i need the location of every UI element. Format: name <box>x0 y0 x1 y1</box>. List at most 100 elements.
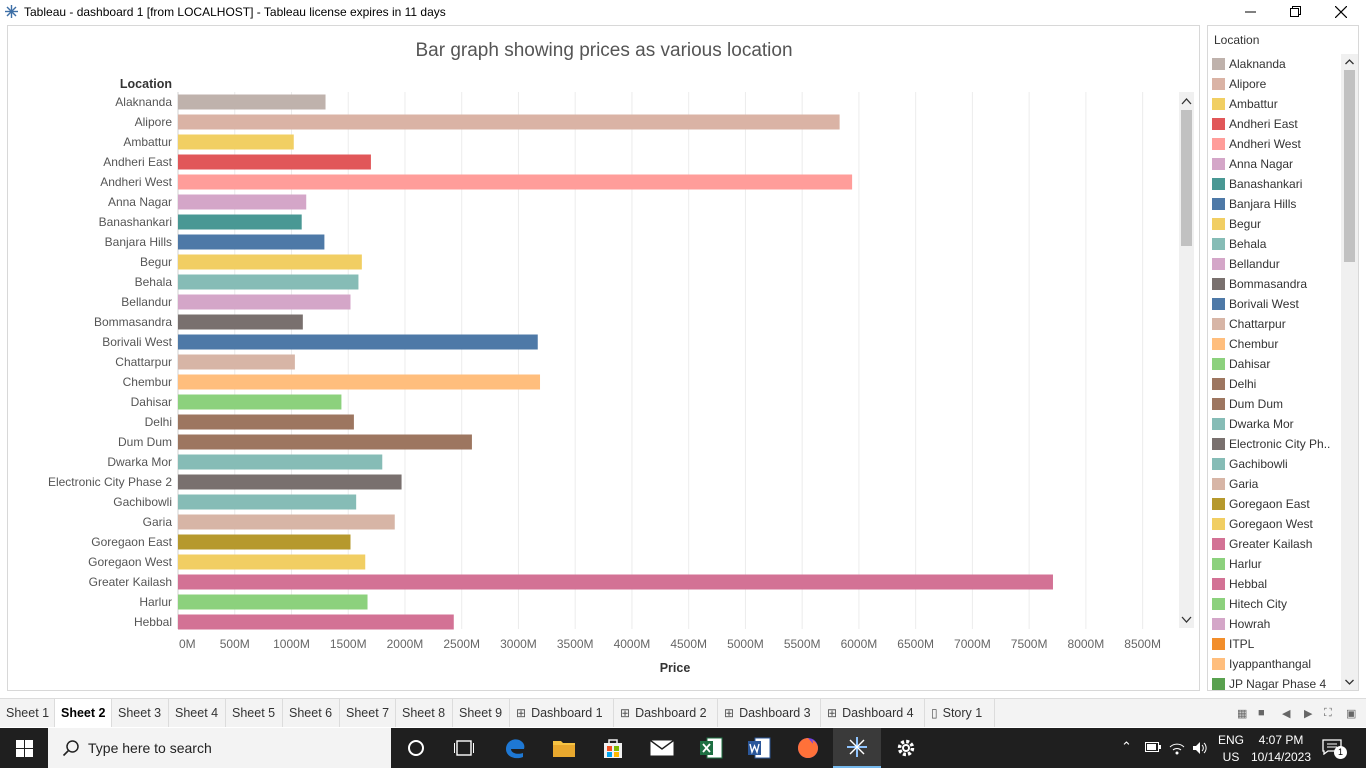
legend-item[interactable]: Banjara Hills <box>1208 194 1342 214</box>
close-button[interactable] <box>1318 0 1364 23</box>
legend-scrollbar[interactable] <box>1341 54 1358 690</box>
bar-bellandur[interactable] <box>178 295 350 310</box>
legend-item[interactable]: Greater Kailash <box>1208 534 1342 554</box>
bar-bommasandra[interactable] <box>178 315 303 330</box>
chart-scrollbar-thumb[interactable] <box>1181 110 1192 246</box>
row-label[interactable]: Andheri East <box>103 155 172 169</box>
tab-sheet-4[interactable]: Sheet 4 <box>169 699 226 727</box>
row-label[interactable]: Begur <box>140 255 172 269</box>
legend-item[interactable]: Andheri East <box>1208 114 1342 134</box>
taskbar-excel[interactable] <box>687 728 735 768</box>
bar-chembur[interactable] <box>178 375 540 390</box>
task-view-button[interactable] <box>440 728 488 768</box>
taskbar-settings[interactable] <box>882 728 930 768</box>
tab-scroll-left-icon[interactable]: ◀ <box>1282 707 1290 720</box>
bar-delhi[interactable] <box>178 415 354 430</box>
legend-scroll-down-icon[interactable] <box>1346 680 1354 684</box>
row-label[interactable]: Alaknanda <box>115 95 172 109</box>
tab-dashboard-2[interactable]: ⊞ Dashboard 2 <box>614 699 718 727</box>
taskbar-edge[interactable] <box>491 728 539 768</box>
legend-item[interactable]: Delhi <box>1208 374 1342 394</box>
row-label[interactable]: Banjara Hills <box>105 235 172 249</box>
taskbar-file-explorer[interactable] <box>540 728 588 768</box>
bar-electronic-city-phase-2[interactable] <box>178 475 402 490</box>
legend-item[interactable]: Banashankari <box>1208 174 1342 194</box>
taskbar-store[interactable] <box>589 728 637 768</box>
bar-garia[interactable] <box>178 515 395 530</box>
bar-begur[interactable] <box>178 255 362 270</box>
bar-gachibowli[interactable] <box>178 495 356 510</box>
row-label[interactable]: Garia <box>143 515 173 529</box>
tab-sheet-8[interactable]: Sheet 8 <box>396 699 453 727</box>
show-filmstrip-icon[interactable]: ▦ <box>1237 707 1247 720</box>
tab-sheet-6[interactable]: Sheet 6 <box>283 699 340 727</box>
tab-sheet-5[interactable]: Sheet 5 <box>226 699 283 727</box>
bar-dwarka-mor[interactable] <box>178 455 382 470</box>
legend-item[interactable]: Ambattur <box>1208 94 1342 114</box>
legend-item[interactable]: Hitech City <box>1208 594 1342 614</box>
legend-item[interactable]: Chembur <box>1208 334 1342 354</box>
bar-andheri-west[interactable] <box>178 175 852 190</box>
row-label[interactable]: Electronic City Phase 2 <box>48 475 172 489</box>
legend-item[interactable]: Alaknanda <box>1208 54 1342 74</box>
tab-scroll-right-icon[interactable]: ▶ <box>1304 707 1312 720</box>
legend-item[interactable]: Begur <box>1208 214 1342 234</box>
volume-icon[interactable] <box>1192 740 1208 756</box>
bar-anna-nagar[interactable] <box>178 195 306 210</box>
legend-item[interactable]: Alipore <box>1208 74 1342 94</box>
bar-goregaon-east[interactable] <box>178 535 350 550</box>
minimize-button[interactable] <box>1227 0 1273 23</box>
legend-item[interactable]: Garia <box>1208 474 1342 494</box>
tab-dashboard-4[interactable]: ⊞ Dashboard 4 <box>821 699 925 727</box>
legend-item[interactable]: Howrah <box>1208 614 1342 634</box>
row-label[interactable]: Hebbal <box>134 615 172 629</box>
legend-item[interactable]: Dahisar <box>1208 354 1342 374</box>
presentation-mode-icon[interactable]: ⛶ <box>1324 707 1332 720</box>
tab-dashboard-3[interactable]: ⊞ Dashboard 3 <box>718 699 821 727</box>
row-label[interactable]: Chattarpur <box>115 355 172 369</box>
legend-item[interactable]: Gachibowli <box>1208 454 1342 474</box>
battery-icon[interactable] <box>1145 742 1161 752</box>
legend-item[interactable]: ITPL <box>1208 634 1342 654</box>
legend-item[interactable]: Electronic City Ph.. <box>1208 434 1342 454</box>
row-label[interactable]: Borivali West <box>102 335 172 349</box>
legend-item[interactable]: Goregaon East <box>1208 494 1342 514</box>
tab-sheet-9[interactable]: Sheet 9 <box>453 699 510 727</box>
legend-item[interactable]: Iyappanthangal <box>1208 654 1342 674</box>
show-sheet-sorter-icon[interactable]: ■ <box>1258 707 1265 719</box>
clock[interactable]: 4:07 PM 10/14/2023 <box>1246 733 1316 764</box>
tab-story-1[interactable]: ▯ Story 1 <box>925 699 995 727</box>
legend-item[interactable]: Goregaon West <box>1208 514 1342 534</box>
taskbar-word[interactable] <box>735 728 783 768</box>
row-label[interactable]: Delhi <box>145 415 172 429</box>
row-label[interactable]: Harlur <box>139 595 172 609</box>
bar-dahisar[interactable] <box>178 395 341 410</box>
row-label[interactable]: Goregaon East <box>91 535 172 549</box>
bar-harlur[interactable] <box>178 595 368 610</box>
legend-item[interactable]: Borivali West <box>1208 294 1342 314</box>
bar-andheri-east[interactable] <box>178 155 371 170</box>
legend-item[interactable]: JP Nagar Phase 4 <box>1208 674 1342 690</box>
tab-sheet-3[interactable]: Sheet 3 <box>112 699 169 727</box>
legend-item[interactable]: Bommasandra <box>1208 274 1342 294</box>
row-label[interactable]: Banashankari <box>99 215 172 229</box>
tab-sheet-7[interactable]: Sheet 7 <box>340 699 396 727</box>
input-language[interactable]: ENG US <box>1214 733 1248 764</box>
legend-scroll-up-icon[interactable] <box>1346 60 1354 64</box>
taskbar-mail[interactable] <box>638 728 686 768</box>
row-label[interactable]: Ambattur <box>123 135 172 149</box>
bar-greater-kailash[interactable] <box>178 575 1053 590</box>
legend-item[interactable]: Dwarka Mor <box>1208 414 1342 434</box>
row-label[interactable]: Greater Kailash <box>89 575 172 589</box>
bar-borivali-west[interactable] <box>178 335 538 350</box>
legend-scrollbar-thumb[interactable] <box>1344 70 1355 262</box>
legend-item[interactable]: Chattarpur <box>1208 314 1342 334</box>
row-label[interactable]: Dahisar <box>131 395 172 409</box>
row-label[interactable]: Anna Nagar <box>108 195 172 209</box>
row-label[interactable]: Dum Dum <box>118 435 172 449</box>
bar-banjara-hills[interactable] <box>178 235 324 250</box>
bar-ambattur[interactable] <box>178 135 294 150</box>
cortana-button[interactable] <box>392 728 440 768</box>
row-label[interactable]: Alipore <box>135 115 173 129</box>
wifi-icon[interactable] <box>1169 740 1185 756</box>
